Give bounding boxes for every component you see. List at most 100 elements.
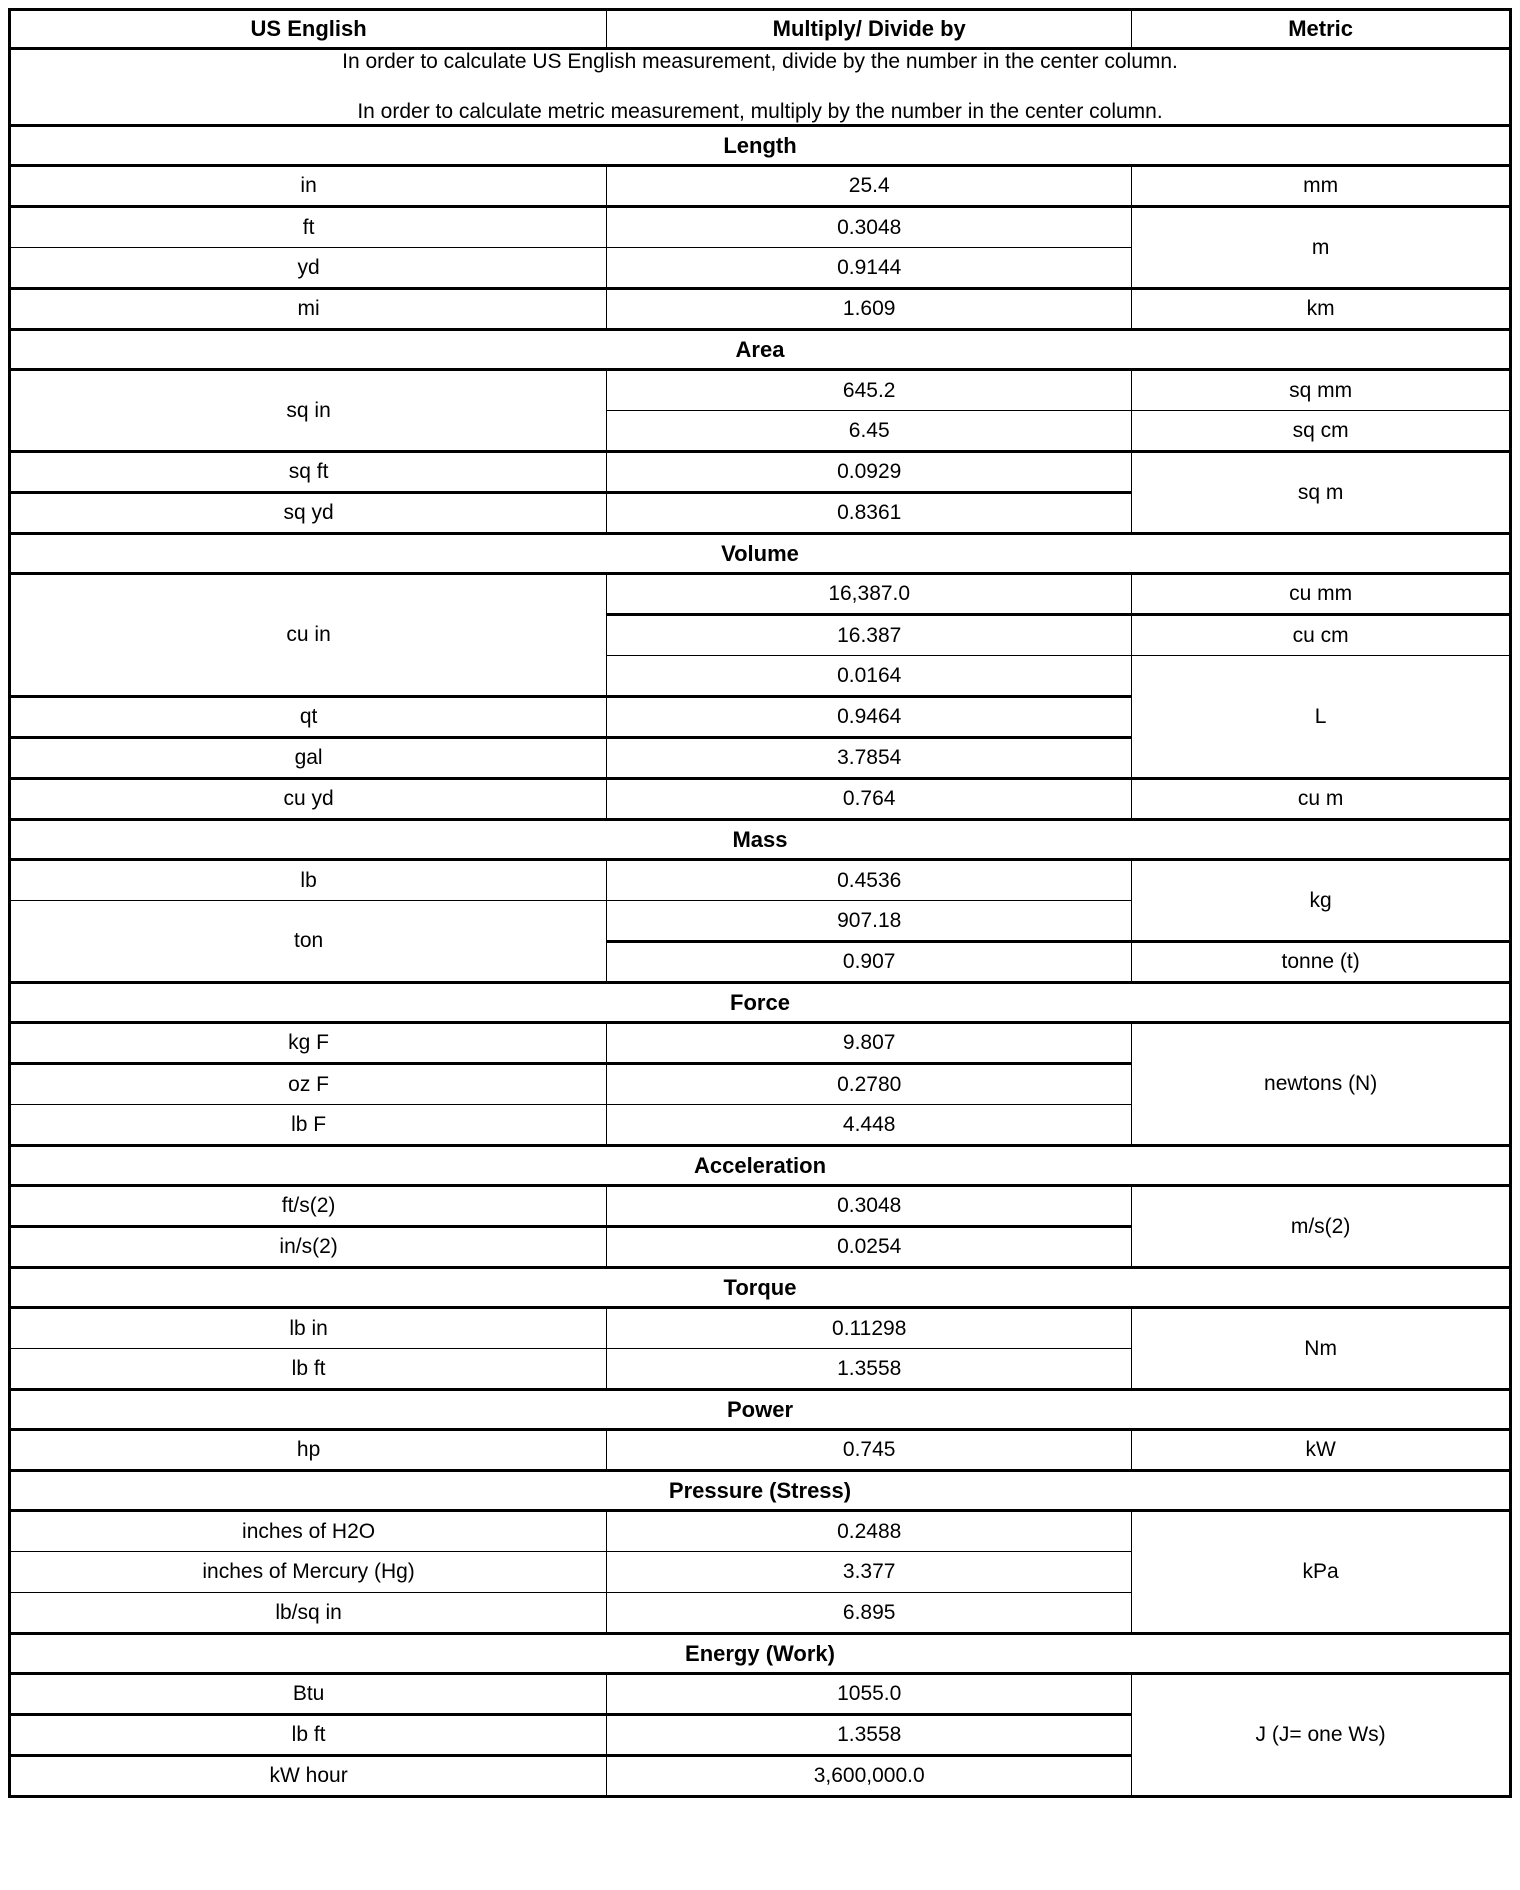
cell-factor: 0.0164: [606, 655, 1133, 698]
table-row: kg F 9.807 newtons (N): [8, 1022, 1511, 1147]
section-header-area: Area: [9, 328, 1511, 372]
table-row: sq yd 0.8361: [8, 491, 1511, 535]
table-row: sq ft 0.0929 sq m: [8, 450, 1511, 535]
cell-factor: 0.745: [606, 1429, 1133, 1472]
table-header-row: US English Multiply/ Divide by Metric: [8, 9, 1511, 50]
table-row: sq in 645.2 sq mm: [8, 369, 1511, 453]
cell-us-english: lb ft: [8, 1348, 608, 1391]
cell-us-english: lb: [8, 859, 608, 902]
cell-metric: newtons (N): [1131, 1022, 1511, 1147]
cell-us-english: qt: [8, 695, 608, 739]
cell-factor: 9.807: [606, 1022, 1133, 1065]
cell-us-english: cu yd: [8, 777, 608, 821]
section-title: Length: [9, 124, 1511, 168]
section-title: Force: [9, 981, 1511, 1025]
column-header-us-english: US English: [8, 9, 608, 50]
table-row: in 25.4 mm: [8, 165, 1511, 208]
cell-metric: J (J= one Ws): [1131, 1673, 1511, 1798]
table-row: 0.907 tonne (t): [10, 940, 1511, 984]
cell-us-english: in: [8, 165, 608, 208]
cell-metric: cu mm: [1131, 573, 1511, 616]
cell-factor: 0.4536: [606, 859, 1133, 902]
cell-factor: 0.3048: [606, 205, 1133, 249]
cell-metric: sq cm: [1131, 410, 1511, 453]
table-row: 0.0164 L: [10, 655, 1511, 780]
cell-factor: 0.2780: [606, 1062, 1133, 1106]
cell-metric: kPa: [1131, 1510, 1511, 1635]
cell-us-english: lb/sq in: [8, 1592, 608, 1635]
cell-factor: 16.387: [606, 613, 1133, 657]
table-row: mi 1.609 km: [8, 287, 1511, 331]
instructions-cell: In order to calculate US English measure…: [9, 47, 1511, 127]
cell-us-english: inches of Mercury (Hg): [8, 1551, 608, 1594]
table-row: ft 0.3048 m: [8, 205, 1511, 290]
section-title: Area: [9, 328, 1511, 372]
cell-us-english: mi: [8, 287, 608, 331]
section-title: Acceleration: [9, 1144, 1511, 1188]
cell-metric: m/s(2): [1131, 1185, 1511, 1269]
table-row: oz F 0.2780: [8, 1062, 1511, 1106]
cell-metric: Nm: [1131, 1307, 1511, 1391]
cell-us-english: oz F: [8, 1062, 608, 1106]
cell-us-english: sq ft: [8, 450, 608, 494]
cell-us-english: ft: [8, 205, 608, 249]
cell-metric: sq mm: [1131, 369, 1511, 412]
instruction-line-divide: In order to calculate US English measure…: [342, 50, 1178, 73]
table-row: hp 0.745 kW: [8, 1429, 1511, 1472]
section-header-torque: Torque: [9, 1266, 1511, 1310]
section-header-energy: Energy (Work): [9, 1632, 1511, 1676]
cell-factor: 1.3558: [606, 1348, 1133, 1391]
cell-metric: km: [1131, 287, 1511, 331]
cell-factor: 0.0929: [606, 450, 1133, 494]
cell-factor: 0.8361: [606, 491, 1133, 535]
cell-factor: 0.2488: [606, 1510, 1133, 1553]
cell-factor: 3.7854: [606, 736, 1133, 780]
cell-us-english: gal: [8, 736, 608, 780]
section-header-acceleration: Acceleration: [9, 1144, 1511, 1188]
section-title: Volume: [9, 532, 1511, 576]
section-header-force: Force: [9, 981, 1511, 1025]
table-row: kW hour 3,600,000.0: [8, 1754, 1511, 1798]
table-row: cu in 16,387.0 cu mm: [8, 573, 1511, 698]
cell-metric: tonne (t): [1131, 940, 1511, 984]
column-header-factor: Multiply/ Divide by: [606, 9, 1133, 50]
cell-us-english: lb ft: [8, 1713, 608, 1757]
section-title: Power: [9, 1388, 1511, 1432]
table-row: ft/s(2) 0.3048 m/s(2): [8, 1185, 1511, 1269]
cell-factor: 0.11298: [606, 1307, 1133, 1350]
cell-us-english: ft/s(2): [8, 1185, 608, 1228]
cell-factor: 0.9464: [606, 695, 1133, 739]
cell-factor: 25.4: [606, 165, 1133, 208]
cell-metric: L: [1131, 655, 1511, 780]
cell-us-english: kW hour: [8, 1754, 608, 1798]
table-row: qt 0.9464: [8, 695, 1511, 739]
table-row: inches of H2O 0.2488 kPa: [8, 1510, 1511, 1635]
cell-factor: 3.377: [606, 1551, 1133, 1594]
table-row: Btu 1055.0 J (J= one Ws): [8, 1673, 1511, 1798]
section-header-length: Length: [9, 124, 1511, 168]
unit-conversion-table: US English Multiply/ Divide by Metric In…: [8, 8, 1512, 1799]
cell-factor: 0.764: [606, 777, 1133, 821]
instruction-line-multiply: In order to calculate metric measurement…: [357, 100, 1163, 124]
cell-us-english: lb F: [8, 1104, 608, 1147]
table-row: 16.387 cu cm: [10, 613, 1511, 657]
section-title: Energy (Work): [9, 1632, 1511, 1676]
cell-metric: kg: [1131, 859, 1511, 943]
cell-factor: 4.448: [606, 1104, 1133, 1147]
cell-factor: 1055.0: [606, 1673, 1133, 1716]
table-row: lb/sq in 6.895: [8, 1592, 1511, 1635]
cell-us-english: lb in: [8, 1307, 608, 1350]
table-row: yd 0.9144: [8, 247, 1511, 290]
cell-metric: mm: [1131, 165, 1511, 208]
cell-metric: sq m: [1131, 450, 1511, 535]
cell-us-english: hp: [8, 1429, 608, 1472]
cell-factor: 0.907: [606, 940, 1133, 984]
cell-factor: 16,387.0: [606, 573, 1133, 616]
cell-us-english: in/s(2): [8, 1225, 608, 1269]
cell-metric: cu cm: [1131, 613, 1511, 657]
cell-us-english: inches of H2O: [8, 1510, 608, 1553]
section-header-power: Power: [9, 1388, 1511, 1432]
cell-factor: 645.2: [606, 369, 1133, 412]
cell-factor: 0.3048: [606, 1185, 1133, 1228]
